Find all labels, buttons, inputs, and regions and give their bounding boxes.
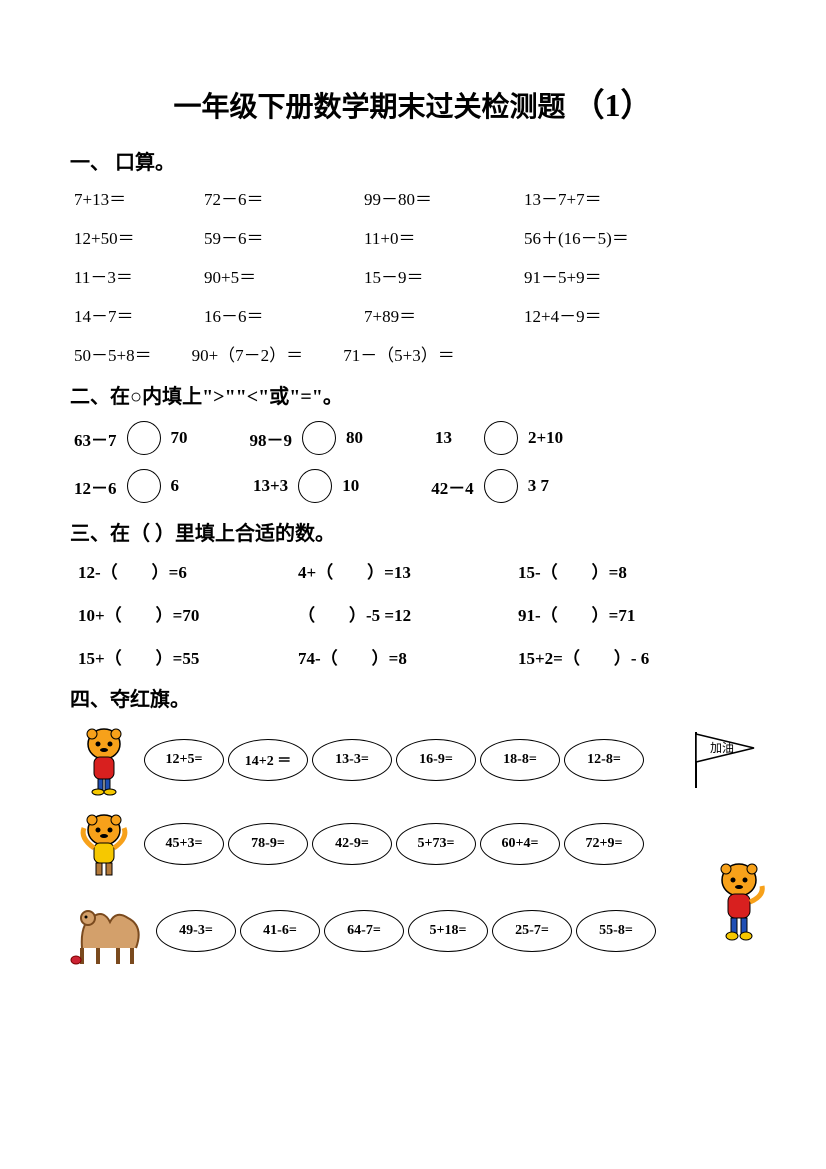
- bubble-row-2: 45+3= 78-9= 42-9= 5+73= 60+4= 72+9=: [70, 808, 756, 880]
- compare-blank-circle[interactable]: [127, 469, 161, 503]
- bubble-cell[interactable]: 13-3=: [312, 739, 392, 781]
- bubble-cell[interactable]: 12+5=: [144, 739, 224, 781]
- flag-icon: 加油: [690, 730, 760, 795]
- bubble-cell[interactable]: 78-9=: [228, 823, 308, 865]
- bubble-cell[interactable]: 41-6=: [240, 910, 320, 952]
- fill-cell: 74-（ ）=8: [298, 644, 518, 669]
- bubble-cell[interactable]: 60+4=: [480, 823, 560, 865]
- compare-r: 70: [171, 428, 188, 448]
- section3-head: 三、在（ ）里填上合适的数。: [70, 517, 756, 546]
- bubble-cell[interactable]: 5+73=: [396, 823, 476, 865]
- compare-blank-circle[interactable]: [484, 469, 518, 503]
- flag-text: 加油: [710, 741, 734, 755]
- calc-cell: 14－7＝: [74, 302, 204, 327]
- calc-cell: 90+（7－2）＝: [192, 341, 304, 366]
- compare-l: 13: [435, 428, 452, 448]
- camel-icon: [70, 892, 152, 970]
- calc-cell: 16－6＝: [204, 302, 364, 327]
- compare-r: 10: [342, 476, 359, 496]
- section1-head: 一、 口算。: [70, 146, 756, 175]
- bubble-cell[interactable]: 72+9=: [564, 823, 644, 865]
- bubble-cell[interactable]: 25-7=: [492, 910, 572, 952]
- section4-head: 四、夺红旗。: [70, 683, 756, 712]
- bubble-cell[interactable]: 42-9=: [312, 823, 392, 865]
- calc-cell: 50－5+8＝: [74, 341, 152, 366]
- calc-cell: 11－3＝: [74, 263, 204, 288]
- bubble-cell[interactable]: 55-8=: [576, 910, 656, 952]
- calc-cell: 99－80＝: [364, 185, 524, 210]
- bubble-cell[interactable]: 49-3=: [156, 910, 236, 952]
- fill-cell: （ ）-5 =12: [298, 601, 518, 626]
- compare-blank-circle[interactable]: [302, 421, 336, 455]
- calc-cell: 71－（5+3）＝: [343, 341, 455, 366]
- calc-cell: 90+5＝: [204, 263, 364, 288]
- bubble-cell[interactable]: 5+18=: [408, 910, 488, 952]
- fill-cell: 91-（ ）=71: [518, 601, 738, 626]
- calc-cell: 13－7+7＝: [524, 185, 704, 210]
- compare-blank-circle[interactable]: [298, 469, 332, 503]
- compare-l: 12－6: [74, 474, 117, 499]
- compare-r: 6: [171, 476, 180, 496]
- calc-cell: 11+0＝: [364, 224, 524, 249]
- compare-row-1: 63－7 70 98－9 80 13 2+10: [74, 421, 756, 455]
- compare-blank-circle[interactable]: [127, 421, 161, 455]
- fill-cell: 15-（ ）=8: [518, 558, 738, 583]
- compare-l: 63－7: [74, 426, 117, 451]
- bubble-row-3: 49-3= 41-6= 64-7= 5+18= 25-7= 55-8=: [70, 892, 756, 970]
- bubble-cell[interactable]: 45+3=: [144, 823, 224, 865]
- fill-cell: 15+2=（ ）- 6: [518, 644, 738, 669]
- fill-cell: 10+（ ）=70: [78, 601, 298, 626]
- bubble-cell[interactable]: 14+2 ＝: [228, 739, 308, 781]
- calc-cell: 56＋(16－5)＝: [524, 224, 704, 249]
- compare-blank-circle[interactable]: [484, 421, 518, 455]
- fill-cell: 15+（ ）=55: [78, 644, 298, 669]
- title-number: （1）: [573, 87, 653, 123]
- bubble-cell[interactable]: 18-8=: [480, 739, 560, 781]
- tiger-icon: [70, 724, 138, 796]
- calc-cell: 7+89＝: [364, 302, 524, 327]
- calc-cell: 91－5+9＝: [524, 263, 704, 288]
- compare-row-2: 12－6 6 13+3 10 42－4 3 7: [74, 469, 756, 503]
- bubble-row-1: 12+5= 14+2 ＝ 13-3= 16-9= 18-8= 12-8= 加油: [70, 724, 756, 796]
- bubble-cell[interactable]: 12-8=: [564, 739, 644, 781]
- bubble-cell[interactable]: 16-9=: [396, 739, 476, 781]
- compare-r: 3 7: [528, 476, 549, 496]
- compare-l: 98－9: [250, 426, 293, 451]
- tiger-wave-icon: [70, 808, 138, 880]
- section2-head: 二、在○内填上">""<"或"="。: [70, 380, 756, 409]
- fill-cell: 12-（ ）=6: [78, 558, 298, 583]
- calc-cell: 12+50＝: [74, 224, 204, 249]
- compare-l: 42－4: [431, 474, 474, 499]
- calc-cell: 15－9＝: [364, 263, 524, 288]
- compare-r: 2+10: [528, 428, 563, 448]
- calc-cell: 59－6＝: [204, 224, 364, 249]
- compare-l: 13+3: [253, 476, 288, 496]
- fill-cell: 4+（ ）=13: [298, 558, 518, 583]
- calc-cell: 7+13＝: [74, 185, 204, 210]
- section3-grid: 12-（ ）=6 4+（ ）=13 15-（ ）=8 10+（ ）=70 （ ）…: [78, 558, 756, 669]
- section1-lastrow: 50－5+8＝ 90+（7－2）＝ 71－（5+3）＝: [74, 341, 756, 366]
- section1-grid: 7+13＝ 72－6＝ 99－80＝ 13－7+7＝ 12+50＝ 59－6＝ …: [74, 185, 756, 327]
- calc-cell: 72－6＝: [204, 185, 364, 210]
- bubble-cell[interactable]: 64-7=: [324, 910, 404, 952]
- compare-r: 80: [346, 428, 363, 448]
- calc-cell: 12+4－9＝: [524, 302, 704, 327]
- title-main: 一年级下册数学期末过关检测题: [173, 92, 565, 123]
- page-title: 一年级下册数学期末过关检测题 （1）: [70, 80, 756, 126]
